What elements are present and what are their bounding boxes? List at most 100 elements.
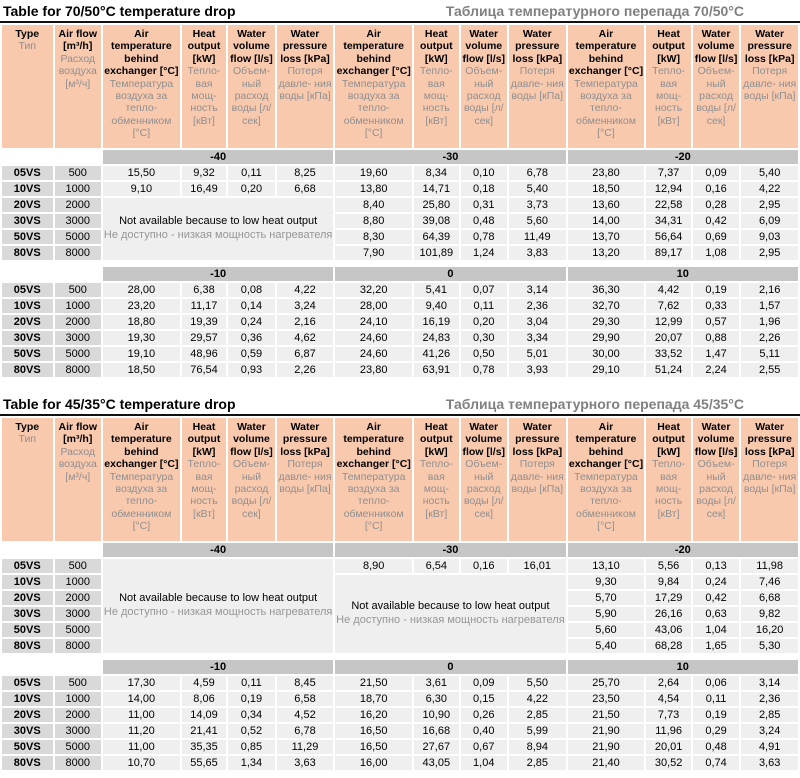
label-ru: Потеря давле- ния воды [кПа] bbox=[510, 458, 564, 495]
value-water-volume-flow: 0,30 bbox=[460, 331, 507, 345]
table-row: 10VS 1000 Not available because to low hea… bbox=[2, 575, 798, 653]
value-heat-output: 3,61 bbox=[414, 676, 459, 690]
label-ru: Объем- ный расход воды [л/сек] bbox=[231, 458, 272, 520]
row-type: 20VS bbox=[2, 708, 53, 722]
label-ru: Потеря давле- ния воды [кПа] bbox=[743, 458, 797, 495]
value-water-pressure-loss: 5,99 bbox=[509, 724, 566, 738]
table-row: 50VS 5000 11,00 35,35 0,85 11,29 16,50 27,67 0,6… bbox=[2, 740, 798, 754]
value-air-temp: 16,00 bbox=[335, 756, 413, 770]
row-air-flow: 8000 bbox=[54, 639, 101, 653]
row-type: 80VS bbox=[2, 756, 53, 770]
value-water-pressure-loss: 8,45 bbox=[276, 676, 334, 690]
value-water-volume-flow: 0,18 bbox=[460, 182, 507, 196]
value-heat-output: 7,37 bbox=[646, 166, 691, 180]
value-air-temp: 19,10 bbox=[102, 347, 180, 361]
label-ru: Тепло- вая мощ- ность [кВт] bbox=[419, 65, 453, 127]
label-ru: Температура воздуха за тепло- обменником… bbox=[574, 77, 638, 140]
col-header-air-temp: Air temperature behind exchanger [°C] Тем… bbox=[102, 25, 180, 148]
value-water-volume-flow: 0,42 bbox=[692, 214, 740, 228]
value-water-volume-flow: 0,34 bbox=[228, 708, 275, 722]
value-heat-output: 34,31 bbox=[646, 214, 691, 228]
value-heat-output: 27,67 bbox=[414, 740, 459, 754]
row-air-flow: 3000 bbox=[54, 331, 101, 345]
value-air-temp: 28,00 bbox=[335, 299, 413, 313]
value-heat-output: 4,54 bbox=[646, 692, 691, 706]
label-en: Water pressure loss [kPa] bbox=[280, 28, 330, 65]
value-water-pressure-loss: 4,22 bbox=[741, 182, 798, 196]
label-ru: Температура воздуха за тепло- обменником… bbox=[341, 470, 406, 533]
row-type: 80VS bbox=[2, 246, 53, 260]
value-water-volume-flow: 1,04 bbox=[460, 756, 507, 770]
table-row: 80VS 8000 18,50 76,54 0,93 2,26 23,80 63,91 0,78… bbox=[2, 363, 798, 377]
col-header-water-pressure-loss: Water pressure loss [kPa] Потеря давле- н… bbox=[509, 418, 566, 541]
table-row: 50VS 5000 8,30 64,39 0,78 11,49 13,70 56,64 0,69… bbox=[2, 230, 798, 244]
col-header-water-pressure-loss: Water pressure loss [kPa] Потеря давле- н… bbox=[741, 418, 798, 541]
value-air-temp: 8,90 bbox=[335, 559, 413, 573]
value-water-volume-flow: 0,57 bbox=[692, 315, 740, 329]
label-en: Water pressure loss [kPa] bbox=[280, 421, 330, 458]
value-water-pressure-loss: 3,24 bbox=[276, 299, 334, 313]
temperature-band: -40 bbox=[102, 150, 334, 164]
value-water-pressure-loss: 5,40 bbox=[509, 182, 566, 196]
value-water-pressure-loss: 3,24 bbox=[741, 724, 798, 738]
table-row: 20VS 2000 11,00 14,09 0,34 4,52 16,20 10,90 0,26… bbox=[2, 708, 798, 722]
value-heat-output: 24,83 bbox=[414, 331, 459, 345]
value-water-volume-flow: 0,48 bbox=[692, 740, 740, 754]
value-water-volume-flow: 0,11 bbox=[228, 166, 275, 180]
value-water-volume-flow: 1,65 bbox=[692, 639, 740, 653]
value-water-volume-flow: 0,11 bbox=[228, 676, 275, 690]
label-en: Heat output [kW] bbox=[187, 28, 221, 65]
row-type: 30VS bbox=[2, 214, 53, 228]
table-title: Table for 70/50°C temperature drop Табли… bbox=[0, 0, 800, 23]
value-air-temp: 8,30 bbox=[335, 230, 413, 244]
row-type: 30VS bbox=[2, 607, 53, 621]
value-air-temp: 14,00 bbox=[567, 214, 645, 228]
table-row: 10VS 1000 14,00 8,06 0,19 6,58 18,70 6,30 0,15 4,… bbox=[2, 692, 798, 706]
value-water-volume-flow: 0,16 bbox=[460, 559, 507, 573]
temperature-band: -30 bbox=[335, 543, 566, 557]
value-heat-output: 19,39 bbox=[181, 315, 227, 329]
value-heat-output: 16,49 bbox=[181, 182, 227, 196]
temperature-band: 10 bbox=[567, 660, 798, 674]
label-ru: Потеря давле- ния воды [кПа] bbox=[510, 65, 564, 102]
row-type: 30VS bbox=[2, 331, 53, 345]
value-air-temp: 13,20 bbox=[567, 246, 645, 260]
not-available-cell: Not available because to low heat output… bbox=[102, 559, 334, 653]
col-header-water-volume-flow: Water volume flow [l/s] Объем- ный расход… bbox=[228, 25, 275, 148]
label-ru: Не доступно - низкая мощность нагревател… bbox=[336, 614, 565, 626]
label-en: Water volume flow [l/s] bbox=[694, 421, 738, 458]
label-ru: Расход воздуха [м³/ч] bbox=[58, 52, 97, 90]
value-water-pressure-loss: 16,01 bbox=[509, 559, 566, 573]
value-heat-output: 20,01 bbox=[646, 740, 691, 754]
value-air-temp: 17,30 bbox=[102, 676, 180, 690]
value-heat-output: 30,52 bbox=[646, 756, 691, 770]
temperature-band: 0 bbox=[335, 660, 566, 674]
value-water-volume-flow: 0,24 bbox=[692, 575, 740, 589]
value-heat-output: 14,09 bbox=[181, 708, 227, 722]
value-water-volume-flow: 0,50 bbox=[460, 347, 507, 361]
value-air-temp: 18,50 bbox=[567, 182, 645, 196]
section-spacer bbox=[2, 262, 798, 265]
temperature-band: -30 bbox=[335, 150, 566, 164]
value-heat-output: 5,56 bbox=[646, 559, 691, 573]
value-water-volume-flow: 1,47 bbox=[692, 347, 740, 361]
row-type: 05VS bbox=[2, 559, 53, 573]
label-en: Water pressure loss [kPa] bbox=[744, 28, 795, 65]
label-en: Air temperature behind exchanger [°C] bbox=[104, 28, 179, 78]
row-type: 10VS bbox=[2, 182, 53, 196]
value-water-pressure-loss: 3,73 bbox=[509, 198, 566, 212]
value-heat-output: 16,68 bbox=[414, 724, 459, 738]
row-air-flow: 500 bbox=[54, 283, 101, 297]
section-spacer bbox=[2, 655, 798, 658]
value-water-pressure-loss: 5,60 bbox=[509, 214, 566, 228]
table-title-ru: Таблица температурного перепада 70/50°C bbox=[445, 3, 744, 19]
value-water-pressure-loss: 2,36 bbox=[741, 692, 798, 706]
value-water-volume-flow: 0,93 bbox=[228, 363, 275, 377]
row-type: 80VS bbox=[2, 639, 53, 653]
row-type: 80VS bbox=[2, 363, 53, 377]
value-water-volume-flow: 0,85 bbox=[228, 740, 275, 754]
value-heat-output: 35,35 bbox=[181, 740, 227, 754]
value-water-pressure-loss: 9,03 bbox=[741, 230, 798, 244]
value-water-volume-flow: 0,28 bbox=[692, 198, 740, 212]
table-row: 10VS 1000 23,20 11,17 0,14 3,24 28,00 9,40 0,11 2… bbox=[2, 299, 798, 313]
